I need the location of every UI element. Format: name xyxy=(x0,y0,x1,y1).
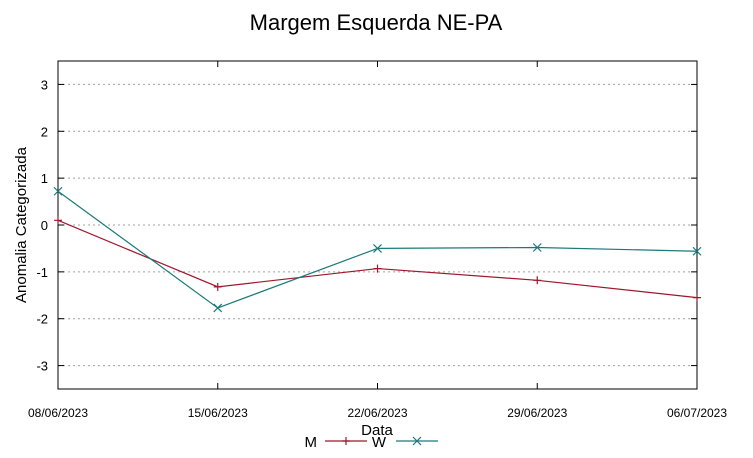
y-tick-label: 0 xyxy=(41,218,48,233)
data-point xyxy=(54,216,62,225)
legend-label: M xyxy=(305,434,318,451)
x-axis-ticks: 08/06/2023 15/06/2023 22/06/2023 29/06/2023… xyxy=(28,61,727,420)
data-point xyxy=(53,186,63,196)
data-point xyxy=(532,243,542,252)
y-tick-label: 3 xyxy=(41,77,48,92)
data-point xyxy=(692,246,702,256)
y-axis-label: Anomalia Categorizada xyxy=(13,146,30,303)
series-group xyxy=(53,186,702,313)
y-tick-label: -3 xyxy=(36,359,48,374)
x-tick-label: 15/06/2023 xyxy=(188,406,248,420)
x-tick-label: 29/06/2023 xyxy=(507,406,567,420)
data-point xyxy=(693,293,701,302)
series-line xyxy=(57,219,698,299)
chart-title: Margem Esquerda NE-PA xyxy=(250,10,503,35)
y-tick-label: 1 xyxy=(41,171,48,186)
legend-label: W xyxy=(372,434,387,451)
data-point xyxy=(213,303,223,313)
series-M xyxy=(54,216,701,302)
series-line xyxy=(57,190,698,309)
x-tick-label: 06/07/2023 xyxy=(667,406,727,420)
y-tick-label: 2 xyxy=(41,124,48,139)
legend-item-W: W xyxy=(372,434,438,451)
data-point xyxy=(373,264,382,273)
series-W xyxy=(53,186,702,313)
y-tick-label: -2 xyxy=(36,312,48,327)
x-tick-label: 08/06/2023 xyxy=(28,406,88,420)
data-point xyxy=(342,437,350,445)
grid xyxy=(58,83,697,367)
data-point xyxy=(213,282,222,291)
data-point xyxy=(412,436,422,446)
y-tick-label: -1 xyxy=(36,265,48,280)
x-tick-label: 22/06/2023 xyxy=(347,406,407,420)
x-axis-label: Data xyxy=(361,422,393,439)
data-point xyxy=(533,276,542,285)
y-axis-ticks: 3 2 1 0 -1 -2 -3 xyxy=(36,77,697,374)
data-point xyxy=(373,244,382,253)
legend-item-M: M xyxy=(305,434,367,451)
